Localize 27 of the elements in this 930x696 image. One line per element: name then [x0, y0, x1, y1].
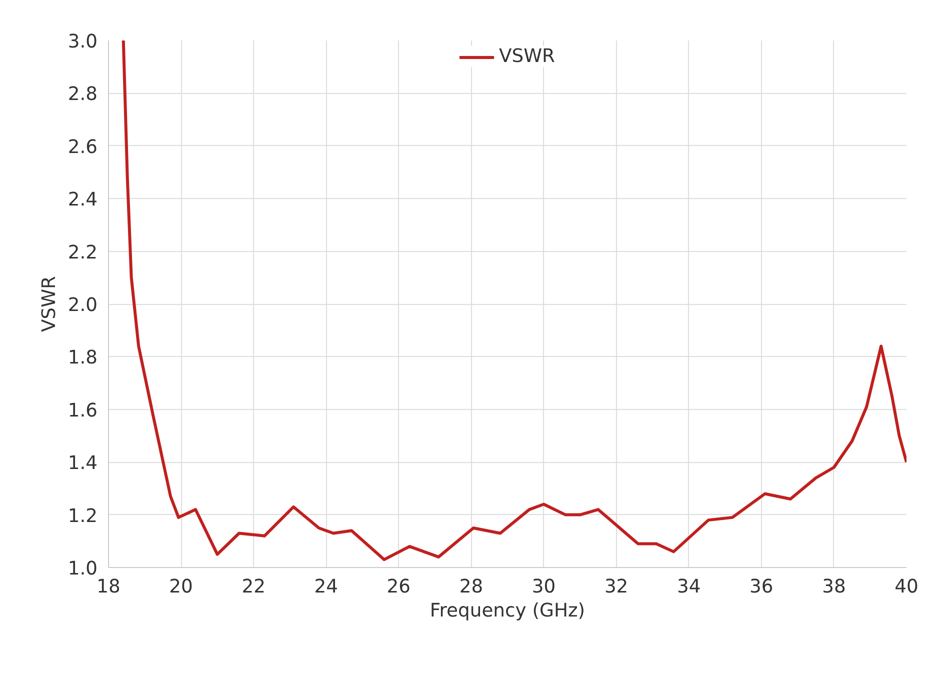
x-tick-label: 40: [894, 576, 918, 598]
legend-label: VSWR: [498, 46, 556, 67]
x-tick-label: 22: [242, 576, 266, 598]
y-tick-label: 3.0: [68, 32, 98, 52]
y-tick-label: 1.4: [68, 453, 98, 474]
x-tick-label: 32: [604, 576, 628, 598]
x-tick-label: 26: [386, 576, 411, 598]
y-tick-label: 2.8: [68, 84, 98, 106]
x-tick-label: 24: [314, 576, 338, 598]
x-axis-title: Frequency (GHz): [430, 600, 586, 622]
x-tick-label: 28: [459, 576, 484, 598]
x-tick-label: 36: [750, 576, 774, 598]
x-tick-label: 20: [169, 576, 193, 598]
y-tick-label: 1.6: [68, 400, 98, 422]
y-tick-label: 2.4: [68, 190, 98, 211]
x-tick-label: 38: [822, 576, 846, 598]
y-tick-label: 2.6: [68, 136, 98, 158]
x-tick-label: 34: [676, 576, 701, 598]
y-tick-label: 1.0: [68, 558, 98, 580]
y-tick-label: 2.0: [68, 295, 98, 316]
line-series: [122, 40, 906, 562]
y-tick-label: 1.2: [68, 506, 98, 527]
x-tick-label: 18: [96, 576, 120, 598]
y-tick-label: 2.2: [68, 242, 98, 264]
y-tick-label: 1.8: [68, 348, 98, 369]
x-tick-label: 30: [532, 576, 556, 598]
y-axis-title: VSWR: [38, 276, 60, 332]
